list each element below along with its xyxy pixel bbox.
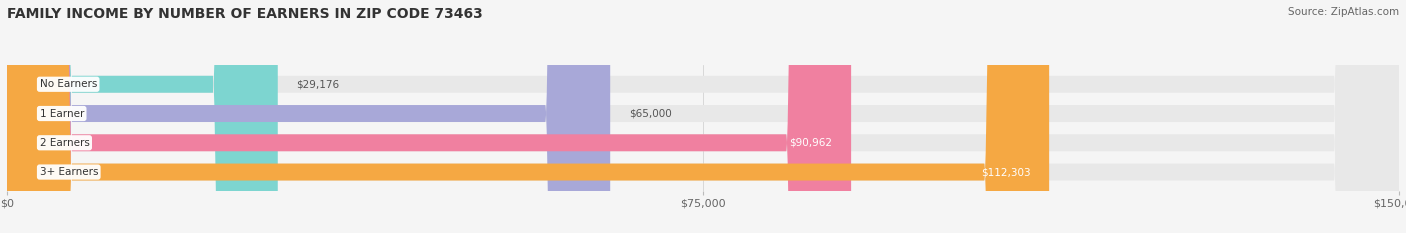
FancyBboxPatch shape [7, 0, 851, 233]
Text: 2 Earners: 2 Earners [39, 138, 90, 148]
Text: 1 Earner: 1 Earner [39, 109, 84, 119]
FancyBboxPatch shape [7, 0, 610, 233]
Text: $90,962: $90,962 [790, 138, 832, 148]
FancyBboxPatch shape [7, 0, 278, 233]
FancyBboxPatch shape [7, 0, 1399, 233]
Text: 3+ Earners: 3+ Earners [39, 167, 98, 177]
FancyBboxPatch shape [7, 0, 1399, 233]
FancyBboxPatch shape [7, 0, 1049, 233]
FancyBboxPatch shape [7, 0, 1399, 233]
FancyBboxPatch shape [7, 0, 1399, 233]
Text: No Earners: No Earners [39, 79, 97, 89]
Text: $65,000: $65,000 [628, 109, 672, 119]
Text: $29,176: $29,176 [297, 79, 339, 89]
Text: Source: ZipAtlas.com: Source: ZipAtlas.com [1288, 7, 1399, 17]
Text: FAMILY INCOME BY NUMBER OF EARNERS IN ZIP CODE 73463: FAMILY INCOME BY NUMBER OF EARNERS IN ZI… [7, 7, 482, 21]
Text: $112,303: $112,303 [981, 167, 1031, 177]
